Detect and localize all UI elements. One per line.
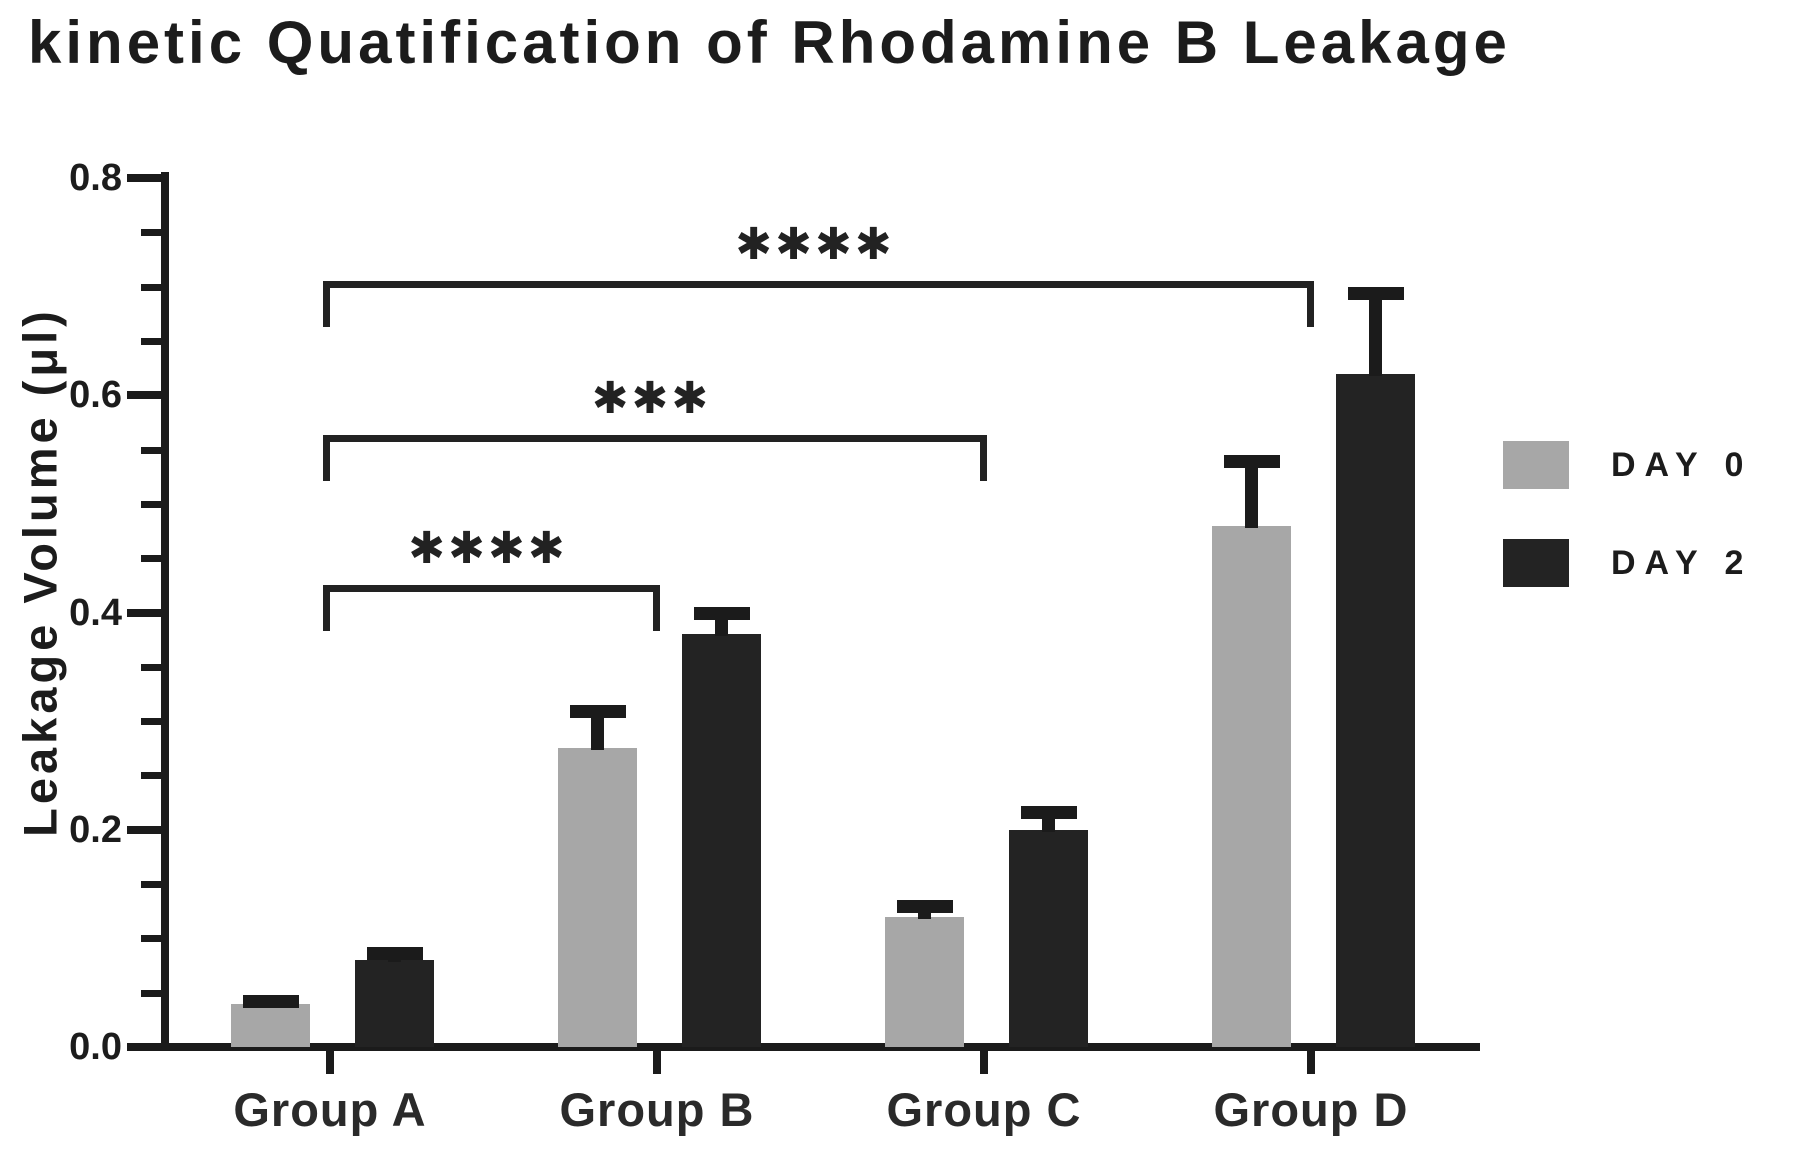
y-minor-tick [141,555,161,563]
y-major-tick [127,608,161,617]
y-minor-tick [141,446,161,454]
legend-swatch [1503,539,1569,587]
x-category-label: Group D [1213,1083,1409,1136]
significance-bracket-line [323,435,987,443]
y-minor-tick [141,229,161,237]
significance-bracket-line [323,281,1314,289]
significance-bracket-end [980,435,987,482]
y-minor-tick [141,337,161,345]
y-minor-tick [141,718,161,726]
legend-label: DAY 0 [1611,445,1753,484]
x-axis [161,1043,1480,1051]
error-bar-cap [693,607,750,621]
error-bar-cap [896,900,953,914]
y-tick-label: 0.4 [69,591,122,634]
y-tick-label: 0.2 [69,808,122,851]
bar-day0-group-b [558,748,637,1047]
bar-day2-group-a [355,960,434,1047]
bar-day0-group-c [885,916,964,1047]
x-category-label: Group B [559,1083,755,1136]
y-tick-label: 0.6 [69,374,122,417]
bar-day2-group-b [682,634,761,1047]
x-category-label: Group C [886,1083,1082,1136]
bar-day2-group-c [1009,829,1088,1047]
error-bar-cap [366,947,423,961]
y-minor-tick [141,935,161,943]
significance-bracket-end [323,435,330,482]
chart-title: kinetic Quatification of Rhodamine B Lea… [28,9,1511,76]
significance-label: ✱✱✱✱ [408,523,568,575]
bar-day0-group-a [231,1003,310,1047]
significance-label: ✱✱✱✱ [735,219,895,271]
error-bar-cap [1347,286,1404,300]
significance-bracket-line [323,585,660,593]
error-bar-cap [242,994,299,1008]
y-minor-tick [141,772,161,780]
y-axis [161,172,169,1051]
y-major-tick [127,174,161,182]
x-category-label: Group A [233,1083,427,1136]
y-major-tick [127,825,161,834]
x-tick [653,1047,661,1074]
y-tick-label: 0.0 [69,1026,122,1068]
significance-label: ✱✱✱ [591,373,712,425]
legend-item: DAY 2 [1503,539,1752,587]
bar-day2-group-d [1336,373,1415,1047]
error-bar-cap [1223,454,1280,468]
y-minor-tick [141,989,161,997]
error-bar-cap [569,704,626,718]
y-minor-tick [141,283,161,291]
y-major-tick [127,1043,161,1051]
y-tick-label: 0.8 [69,157,122,199]
x-tick [1307,1047,1315,1074]
x-tick [326,1047,334,1074]
bar-day0-group-d [1212,525,1291,1047]
y-major-tick [127,391,161,400]
significance-bracket-end [653,585,660,632]
legend: DAY 0 DAY 2 [1503,441,1752,637]
legend-item: DAY 0 [1503,441,1752,489]
y-minor-tick [141,663,161,671]
error-bar-cap [1020,805,1077,819]
error-bar [1245,454,1258,528]
legend-label: DAY 2 [1611,543,1753,582]
significance-bracket-end [323,585,330,632]
error-bar [1369,286,1382,376]
significance-bracket-end [1307,281,1314,328]
x-tick [980,1047,988,1074]
significance-bracket-end [323,281,330,328]
y-minor-tick [141,500,161,508]
legend-swatch [1503,441,1569,489]
y-minor-tick [141,881,161,889]
